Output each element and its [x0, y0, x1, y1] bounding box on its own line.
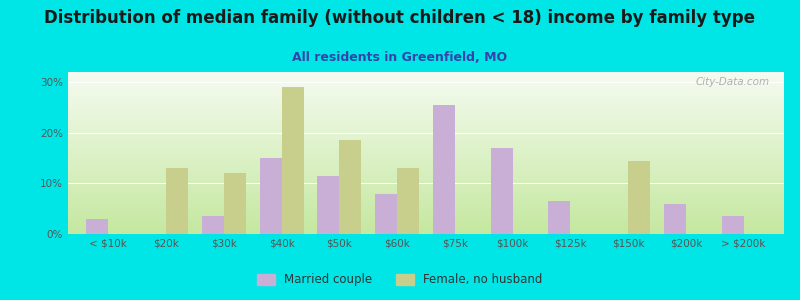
- Bar: [339, 140, 362, 234]
- Bar: [722, 216, 743, 234]
- Bar: [282, 87, 303, 234]
- Bar: [628, 160, 650, 234]
- Bar: [318, 176, 339, 234]
- Bar: [202, 216, 224, 234]
- Text: All residents in Greenfield, MO: All residents in Greenfield, MO: [293, 51, 507, 64]
- Bar: [397, 168, 419, 234]
- Bar: [166, 168, 188, 234]
- Bar: [260, 158, 282, 234]
- Text: Distribution of median family (without children < 18) income by family type: Distribution of median family (without c…: [45, 9, 755, 27]
- Legend: Married couple, Female, no husband: Married couple, Female, no husband: [253, 269, 547, 291]
- Bar: [664, 204, 686, 234]
- Bar: [490, 148, 513, 234]
- Bar: [375, 194, 397, 234]
- Text: City-Data.com: City-Data.com: [695, 77, 770, 87]
- Bar: [224, 173, 246, 234]
- Bar: [549, 201, 570, 234]
- Bar: [433, 105, 455, 234]
- Bar: [86, 219, 109, 234]
